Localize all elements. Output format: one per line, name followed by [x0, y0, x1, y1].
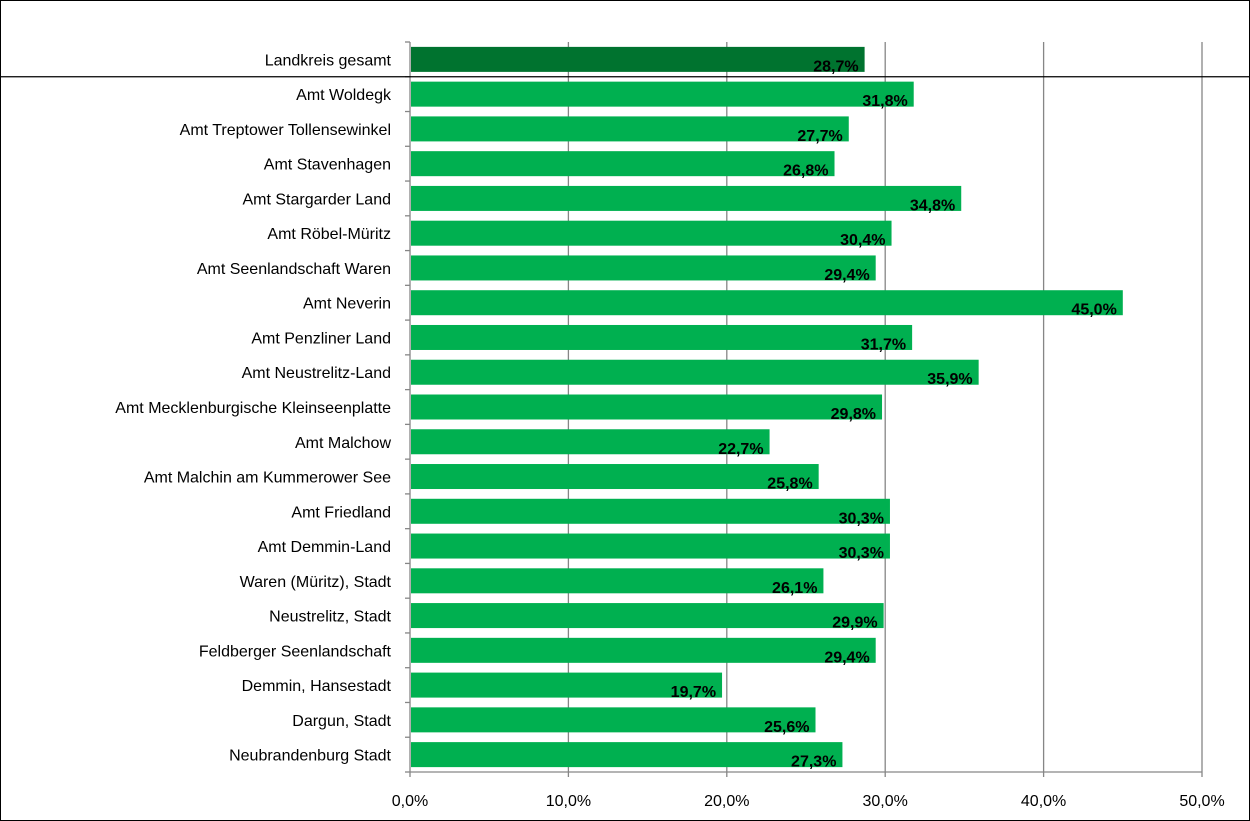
bar	[411, 568, 824, 594]
data-label: 25,8%	[767, 476, 812, 493]
x-tick-labels: 0,0% 10,0% 20,0% 30,0% 40,0% 50,0%	[392, 793, 1225, 810]
data-label: 31,8%	[862, 93, 907, 110]
category-label: Neustrelitz, Stadt	[269, 609, 391, 626]
data-label: 29,4%	[824, 649, 869, 666]
bar	[411, 394, 883, 420]
bar	[411, 220, 892, 246]
bar	[411, 672, 723, 698]
category-label: Amt Treptower Tollensewinkel	[180, 122, 391, 139]
category-label: Amt Malchow	[295, 435, 391, 452]
category-label: Neubrandenburg Stadt	[229, 748, 391, 765]
data-label: 22,7%	[718, 441, 763, 458]
bar	[411, 185, 962, 211]
data-label: 26,8%	[783, 163, 828, 180]
data-label: 27,3%	[791, 754, 836, 771]
category-label: Amt Stargarder Land	[242, 191, 391, 208]
x-tick-label: 10,0%	[546, 793, 591, 810]
bar	[411, 151, 835, 177]
data-label: 25,6%	[764, 719, 809, 736]
category-label: Amt Penzliner Land	[251, 330, 391, 347]
category-label: Amt Röbel-Müritz	[267, 226, 391, 243]
category-label: Amt Neustrelitz-Land	[242, 365, 391, 382]
category-label: Amt Malchin am Kummerower See	[144, 470, 391, 487]
bar	[411, 603, 884, 629]
category-label: Demmin, Hansestadt	[242, 678, 392, 695]
category-label: Amt Demmin-Land	[258, 539, 391, 556]
category-label: Dargun, Stadt	[292, 713, 391, 730]
data-label: 45,0%	[1071, 302, 1116, 319]
category-label: Amt Mecklenburgische Kleinseenplatte	[115, 400, 391, 417]
data-label: 26,1%	[772, 580, 817, 597]
data-label: 34,8%	[910, 197, 955, 214]
bar	[411, 533, 890, 559]
x-tick-label: 20,0%	[704, 793, 749, 810]
bar	[411, 81, 914, 107]
category-label: Amt Seenlandschaft Waren	[197, 261, 391, 278]
data-label: 19,7%	[671, 684, 716, 701]
bar	[411, 742, 843, 768]
x-tick-label: 40,0%	[1021, 793, 1066, 810]
category-label: Waren (Müritz), Stadt	[240, 574, 392, 591]
data-label: 29,8%	[831, 406, 876, 423]
category-label: Amt Woldegk	[296, 87, 392, 104]
data-label: 31,7%	[861, 336, 906, 353]
bar-highlight	[411, 46, 865, 72]
category-label: Amt Stavenhagen	[264, 157, 391, 174]
data-label: 29,9%	[832, 615, 877, 632]
data-label: 29,4%	[824, 267, 869, 284]
x-tick-label: 0,0%	[392, 793, 428, 810]
bar	[411, 429, 770, 455]
bar	[411, 464, 819, 490]
bar	[411, 359, 979, 385]
bars	[411, 46, 1123, 768]
bar	[411, 707, 816, 733]
bar	[411, 255, 876, 281]
category-label: Amt Friedland	[291, 504, 391, 521]
category-label: Landkreis gesamt	[265, 52, 392, 69]
data-label: 30,4%	[840, 232, 885, 249]
x-tick-label: 50,0%	[1179, 793, 1224, 810]
data-labels: 28,7% 31,8% 27,7% 26,8% 34,8% 30,4% 29,4% 45,0%…	[671, 58, 1117, 770]
bar	[411, 637, 876, 663]
category-labels: Landkreis gesamt Amt Woldegk Amt Treptower…	[115, 52, 392, 764]
x-tick-label: 30,0%	[863, 793, 908, 810]
bar	[411, 498, 890, 524]
bar	[411, 116, 849, 142]
data-label: 27,7%	[797, 128, 842, 145]
data-label: 35,9%	[927, 371, 972, 388]
bar	[411, 290, 1123, 316]
bar	[411, 324, 913, 350]
category-label: Amt Neverin	[303, 296, 391, 313]
data-label: 30,3%	[839, 510, 884, 527]
category-label: Feldberger Seenlandschaft	[199, 643, 392, 660]
data-label: 30,3%	[839, 545, 884, 562]
data-label: 28,7%	[813, 58, 858, 75]
